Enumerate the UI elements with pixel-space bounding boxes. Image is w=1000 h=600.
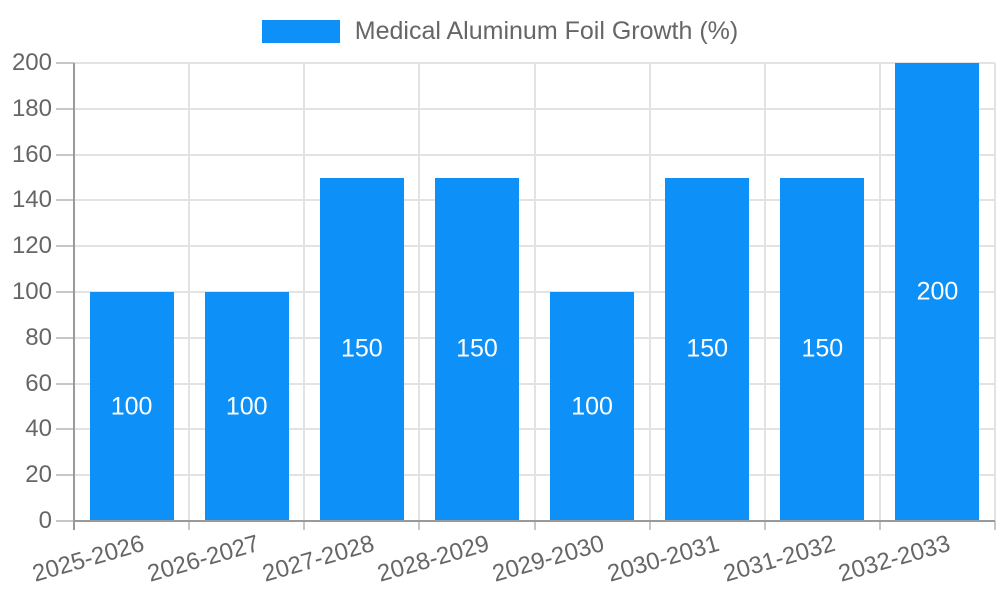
v-gridline	[763, 63, 766, 521]
y-axis-tick	[56, 291, 74, 293]
x-axis-tick-label: 2029-2030	[489, 530, 608, 588]
bar-value-label: 150	[801, 334, 844, 363]
x-axis-tick-label: 2030-2031	[604, 530, 723, 588]
y-axis-tick	[56, 474, 74, 477]
y-axis-tick-label: 80	[25, 323, 52, 351]
y-axis-tick-label: 200	[11, 49, 52, 76]
bar-value-label: 150	[686, 334, 729, 363]
y-axis-tick	[56, 153, 74, 156]
bar[interactable]	[895, 63, 980, 521]
y-axis-tick	[56, 520, 74, 522]
bar-value-label: 100	[571, 392, 613, 420]
v-gridline	[533, 63, 536, 521]
y-axis-tick	[56, 382, 74, 385]
bar[interactable]	[319, 177, 404, 521]
y-axis-tick	[56, 107, 74, 110]
x-axis-tick	[303, 521, 306, 530]
x-axis-tick-label: 2027-2028	[259, 530, 378, 588]
bar-value-label: 100	[110, 392, 153, 420]
y-axis-tick-label: 100	[11, 278, 52, 305]
v-gridline	[648, 63, 651, 521]
v-gridline	[878, 63, 881, 521]
x-axis-tick-label: 2031-2032	[719, 530, 838, 588]
x-axis-tick	[878, 521, 881, 530]
y-axis-tick	[56, 336, 74, 339]
bar-value-label: 100	[225, 392, 268, 420]
x-axis-tick	[648, 521, 651, 530]
y-axis-tick-label: 180	[11, 94, 52, 122]
y-axis-tick	[56, 199, 74, 202]
x-axis-tick-label: 2025-2026	[29, 530, 148, 588]
y-axis-tick-label: 160	[11, 140, 52, 168]
bar[interactable]	[550, 292, 635, 521]
bar-value-label: 150	[340, 334, 383, 363]
bar-value-label: 150	[456, 334, 498, 363]
y-axis-tick	[56, 428, 74, 431]
x-axis-tick	[533, 521, 536, 530]
v-gridline	[188, 63, 191, 521]
y-axis-tick-label: 140	[11, 186, 52, 214]
y-axis-line	[73, 63, 75, 530]
y-axis-tick-label: 20	[25, 461, 52, 489]
legend-swatch-icon	[261, 20, 340, 43]
legend-label: Medical Aluminum Foil Growth (%)	[354, 17, 739, 45]
chart-legend[interactable]: Medical Aluminum Foil Growth (%)	[0, 17, 1000, 46]
y-axis-tick-label: 60	[25, 369, 52, 397]
y-axis-tick	[56, 62, 74, 64]
y-axis-tick-label: 40	[25, 415, 52, 443]
bar[interactable]	[204, 292, 289, 521]
x-axis-tick	[994, 521, 996, 530]
x-axis-tick-label: 2026-2027	[144, 530, 263, 588]
bar[interactable]	[89, 292, 174, 521]
y-axis-tick-label: 0	[38, 507, 52, 534]
x-axis-tick	[418, 521, 421, 530]
x-axis-tick-label: 2028-2029	[374, 530, 493, 588]
y-axis-tick	[56, 245, 74, 248]
bar-value-label: 200	[916, 277, 959, 306]
x-axis-tick	[763, 521, 766, 530]
bar[interactable]	[780, 177, 865, 521]
x-axis-tick-label: 2032-2033	[835, 530, 953, 588]
y-axis-tick-label: 120	[11, 232, 52, 260]
bar[interactable]	[665, 177, 750, 521]
v-gridline	[994, 63, 996, 521]
v-gridline	[303, 63, 306, 521]
x-axis-tick	[188, 521, 191, 530]
v-gridline	[418, 63, 421, 521]
bar[interactable]	[434, 177, 519, 521]
x-axis-line	[74, 520, 995, 522]
